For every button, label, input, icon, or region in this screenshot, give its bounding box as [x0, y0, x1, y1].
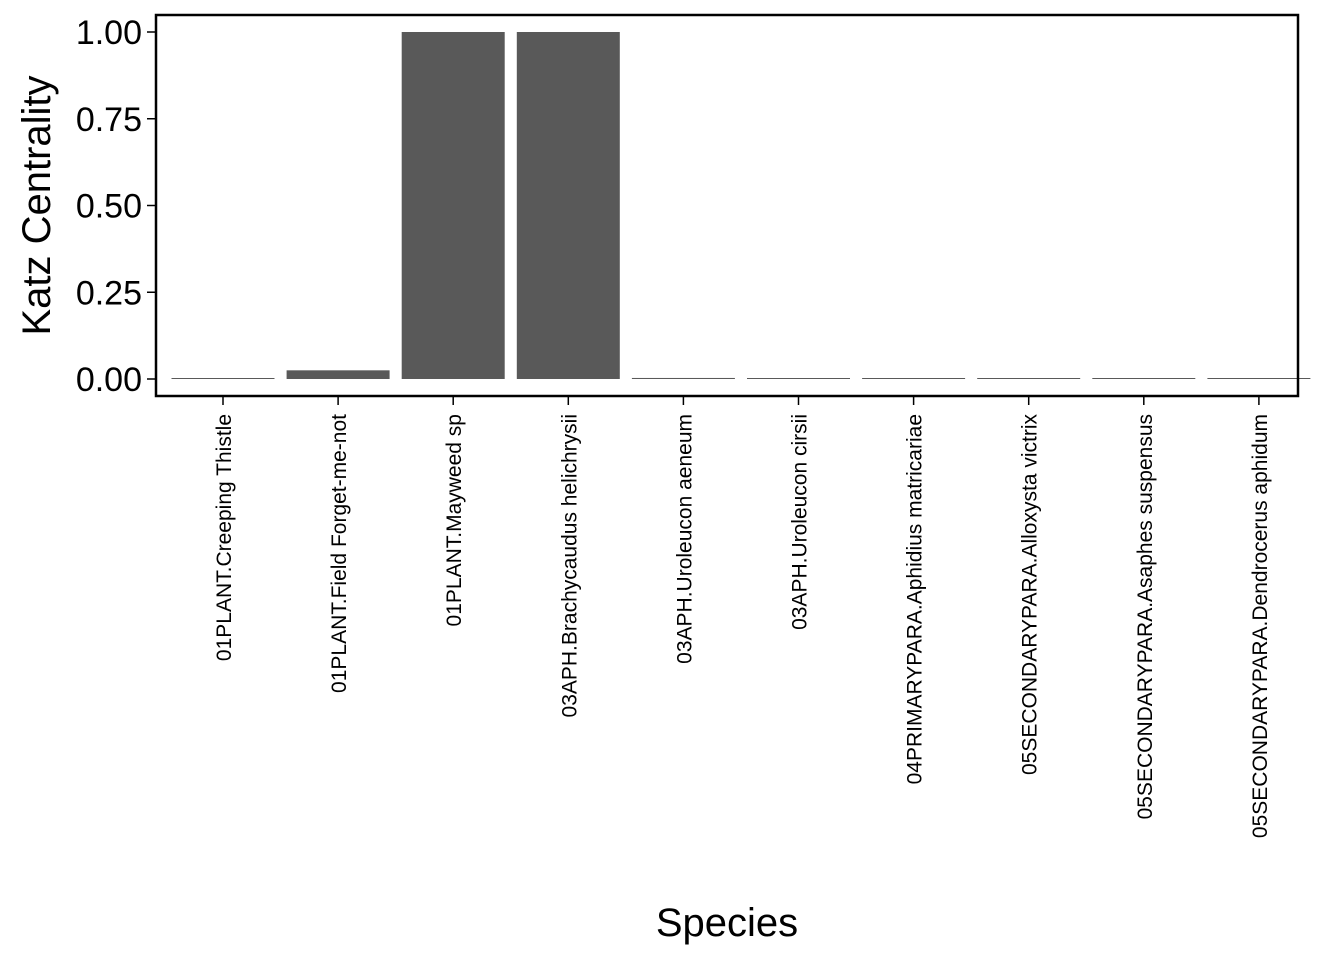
y-axis: 0.00 0.25 0.50 0.75 1.00	[76, 14, 156, 399]
x-tick-label: 03APH.Brachycaudus helichrysii	[558, 414, 581, 717]
x-tick-label: 03APH.Uroleucon aeneum	[673, 414, 696, 664]
bar	[1207, 378, 1311, 379]
x-tick-label: 05SECONDARYPARA.Alloxysta victrix	[1019, 414, 1042, 775]
bars-layer	[171, 32, 1311, 379]
bar	[631, 377, 735, 379]
y-axis-title: Katz Centrality	[15, 75, 59, 335]
bar	[747, 378, 850, 379]
y-tick-label: 1.00	[76, 14, 142, 52]
bar	[862, 378, 966, 379]
x-tick-label: 03APH.Uroleucon cirsii	[789, 414, 812, 630]
bar	[516, 32, 620, 379]
y-tick-label: 0.25	[76, 274, 142, 312]
bar	[171, 378, 275, 379]
x-axis-title: Species	[656, 901, 798, 945]
x-tick-label: 04PRIMARYPARA.Aphidius matricariae	[904, 414, 927, 784]
bar	[401, 32, 505, 379]
x-tick-label: 05SECONDARYPARA.Asaphes suspensus	[1134, 414, 1157, 819]
bar	[1092, 378, 1196, 379]
bar	[286, 370, 390, 379]
y-tick-label: 0.75	[76, 101, 142, 139]
bar	[977, 378, 1081, 379]
x-tick-label: 01PLANT.Creeping Thistle	[213, 414, 236, 661]
x-tick-label: 01PLANT.Field Forget-me-not	[328, 414, 351, 693]
x-tick-label: 05SECONDARYPARA.Dendrocerus aphidum	[1249, 414, 1272, 838]
x-axis: 01PLANT.Creeping Thistle 01PLANT.Field Fo…	[213, 396, 1272, 838]
x-tick-label: 01PLANT.Mayweed sp	[443, 414, 466, 626]
y-tick-label: 0.50	[76, 188, 142, 226]
plot-panel-border	[154, 13, 1300, 398]
y-tick-label: 0.00	[76, 361, 142, 399]
